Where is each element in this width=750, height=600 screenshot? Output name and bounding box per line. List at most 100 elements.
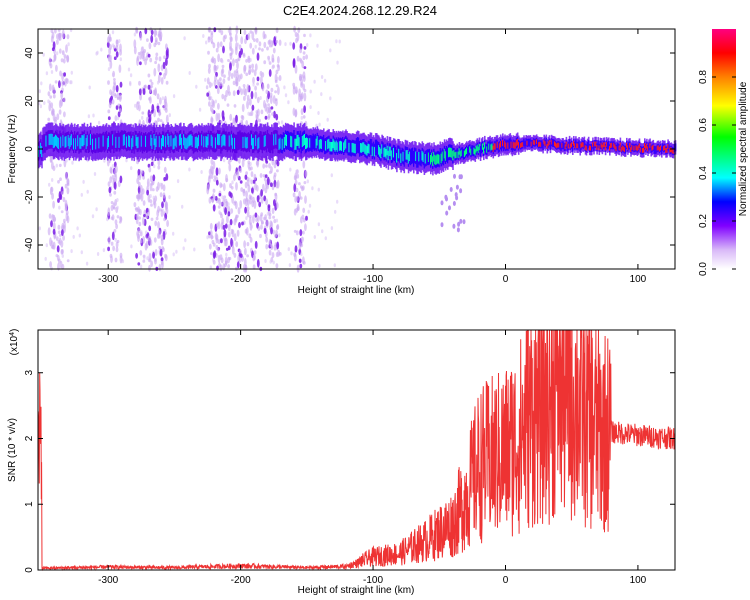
colorbar-tick-label: 0.8 [698,70,709,84]
noise-speckle [229,40,232,50]
band-mid [527,138,530,147]
band-core [112,134,114,146]
noise-speckle [142,216,145,226]
noise-speckle [39,104,43,109]
noise-speckle [303,88,307,93]
band-mid [668,144,670,153]
band-core [627,145,629,151]
noise-speckle [51,47,55,52]
band-mid [426,149,429,166]
noise-speckle [251,187,254,194]
band-core [408,151,411,162]
band-mid [495,139,498,151]
noise-speckle [247,57,250,62]
band-core [641,148,644,153]
noise-speckle [229,62,232,71]
noise-speckle [159,248,163,257]
band-core [173,137,176,149]
noise-speckle [227,84,230,94]
noise-speckle [210,58,214,63]
noise-speckle [223,74,226,78]
noise-speckle [299,229,303,237]
band-core [600,142,603,148]
noise-speckle [268,61,272,65]
noise-speckle [111,175,115,180]
band-core [611,142,613,148]
colorbar-tick-label: 0.0 [698,262,709,276]
noise-speckle [236,261,240,269]
noise-speckle [309,89,312,94]
noise-speckle [294,88,297,93]
band-core [85,138,88,150]
noise-speckle [235,114,238,124]
noise-speckle [253,173,257,181]
band-core [160,138,163,150]
band-mid [359,140,361,157]
band-core [603,142,606,147]
noise-speckle [108,186,112,194]
noise-speckle [300,82,303,88]
noise-speckle [227,211,231,217]
noise-speckle [284,42,287,47]
noise-speckle [249,162,252,166]
band-core [592,142,594,148]
band-core [490,144,492,151]
colorbar: 0.0 0.2 0.4 0.6 0.8 Normalized spectral ampl… [698,29,749,276]
x-tick-label: -100 [363,575,383,586]
band-mid [508,138,510,150]
noise-speckle [172,231,175,236]
noise-speckle [58,32,61,38]
noise-speckle [220,257,224,264]
band-core [499,141,502,148]
noise-speckle [266,46,269,51]
noise-speckle [243,29,247,35]
noise-speckle [233,104,237,108]
band-mid [202,134,204,153]
band-core [296,134,299,146]
noise-speckle [159,192,163,198]
y-tick-label: 20 [24,95,35,107]
noise-speckle [256,195,260,203]
noise-speckle [217,53,221,63]
noise-speckle [148,42,152,50]
noise-speckle [57,198,60,203]
noise-speckle [161,201,164,209]
band-mid [111,130,113,150]
band-core [333,140,336,151]
noise-speckle [338,39,341,44]
band-core [431,152,433,163]
noise-speckle [260,75,263,85]
noise-speckle [264,259,267,263]
band-core [252,138,254,150]
noise-speckle [302,218,306,223]
band-mid [287,130,289,150]
noise-speckle [214,99,217,104]
noise-speckle [100,47,103,52]
noise-speckle [216,87,220,95]
band-core [194,136,197,148]
band-mid [46,131,49,150]
band-core [153,134,156,146]
band-core [548,140,551,145]
noise-speckle [296,206,300,212]
band-mid [391,146,394,163]
noise-speckle [138,181,141,188]
noise-speckle [70,70,74,75]
noise-speckle [318,122,321,127]
y-tick-label: 3 [24,370,35,376]
band-mid [66,132,69,151]
noise-speckle [251,200,255,208]
noise-speckle [138,174,142,181]
noise-speckle [207,50,210,55]
noise-speckle [63,111,66,118]
noise-speckle [183,36,186,41]
band-core [567,143,570,149]
noise-speckle [218,167,221,175]
band-mid [71,132,74,151]
noise-speckle [220,238,223,244]
band-core [123,134,126,146]
noise-speckle [142,50,146,58]
snr-xlabel: Height of straight line (km) [298,585,415,596]
noise-speckle [284,93,288,98]
noise-speckle [254,240,258,249]
